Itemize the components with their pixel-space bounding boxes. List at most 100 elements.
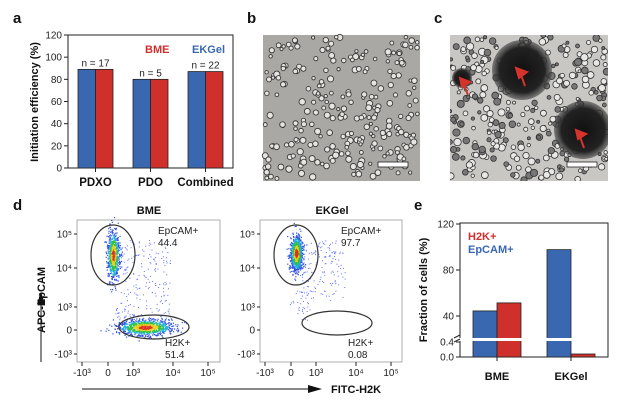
event-dot (298, 261, 300, 263)
event-dot (132, 325, 134, 327)
event-dot (135, 325, 137, 328)
event-dot (164, 330, 166, 332)
event-dot (107, 262, 110, 264)
event-dot (125, 315, 127, 317)
event-dot (111, 254, 113, 257)
cell (527, 157, 536, 166)
event-dot (161, 321, 163, 323)
event-dot (111, 246, 113, 249)
cell (368, 94, 375, 100)
event-dot (312, 297, 314, 299)
event-dot (176, 325, 178, 328)
cell (490, 141, 496, 147)
event-dot (302, 263, 304, 265)
event-dot (298, 263, 300, 265)
cell (270, 75, 276, 80)
cell (314, 159, 321, 166)
event-dot (115, 258, 118, 260)
event-dot (133, 318, 135, 320)
event-dot (158, 309, 160, 311)
event-dot (159, 326, 161, 328)
event-dot (118, 276, 120, 278)
event-dot (107, 248, 109, 250)
y-tick-label: 10⁵ (57, 230, 72, 241)
event-dot (119, 319, 121, 321)
cell (305, 86, 312, 92)
event-dot (115, 278, 117, 281)
event-dot (130, 319, 132, 321)
event-dot (319, 242, 321, 244)
event-dot (151, 328, 154, 330)
event-dot (134, 325, 136, 327)
cell (374, 169, 382, 176)
event-dot (298, 263, 300, 265)
event-dot (117, 256, 119, 259)
event-dot (156, 324, 158, 326)
event-dot (134, 324, 136, 326)
cell (291, 37, 298, 44)
cell (513, 155, 521, 162)
event-dot (115, 232, 117, 234)
cell (316, 83, 322, 89)
cell (345, 91, 352, 98)
event-dot (164, 312, 166, 314)
event-dot (300, 264, 303, 266)
event-dot (113, 244, 115, 246)
event-dot (334, 255, 336, 257)
event-dot (131, 257, 133, 259)
event-dot (148, 326, 151, 328)
event-dot (303, 272, 305, 274)
cell (598, 163, 606, 171)
event-dot (153, 320, 155, 323)
event-dot (137, 329, 139, 332)
event-dot (163, 271, 165, 273)
cell (559, 167, 565, 173)
event-dot (131, 327, 134, 329)
event-dot (165, 283, 167, 285)
cell (327, 75, 335, 83)
event-dot (117, 265, 119, 267)
event-dot (118, 253, 121, 255)
gate-value-epcam: 44.4 (158, 238, 178, 249)
event-dot (156, 303, 158, 305)
event-dot (184, 321, 186, 324)
event-dot (111, 242, 114, 244)
event-dot (292, 249, 295, 251)
event-dot (298, 264, 300, 266)
event-dot (140, 321, 142, 323)
event-dot (157, 268, 159, 270)
event-dot (153, 324, 155, 326)
cell (373, 126, 379, 132)
cell (294, 43, 301, 50)
event-dot (298, 257, 300, 259)
event-dot (130, 324, 133, 327)
event-dot (161, 330, 163, 332)
cell (264, 90, 270, 97)
cell (296, 148, 304, 156)
y-tick-label: 10³ (241, 303, 256, 314)
plot-frame (76, 219, 221, 363)
event-dot (295, 237, 297, 239)
event-dot (144, 327, 147, 329)
y-tick-label: 100 (45, 53, 62, 64)
event-dot (297, 266, 299, 268)
event-dot (124, 316, 126, 318)
event-dot (133, 314, 135, 317)
event-dot (165, 299, 167, 301)
event-dot (139, 331, 141, 333)
event-dot (112, 249, 114, 251)
event-dot (116, 243, 118, 246)
event-dot (296, 273, 299, 275)
cell (497, 108, 506, 117)
event-dot (299, 256, 301, 258)
event-dot (168, 241, 170, 243)
cell (323, 162, 330, 170)
event-dot (139, 287, 141, 289)
event-dot (157, 318, 159, 320)
event-dot (113, 264, 116, 266)
event-dot (340, 268, 342, 270)
n-annotation: n = 5 (139, 68, 162, 79)
event-dot (331, 284, 333, 286)
event-dot (163, 260, 165, 262)
cell (563, 156, 570, 162)
